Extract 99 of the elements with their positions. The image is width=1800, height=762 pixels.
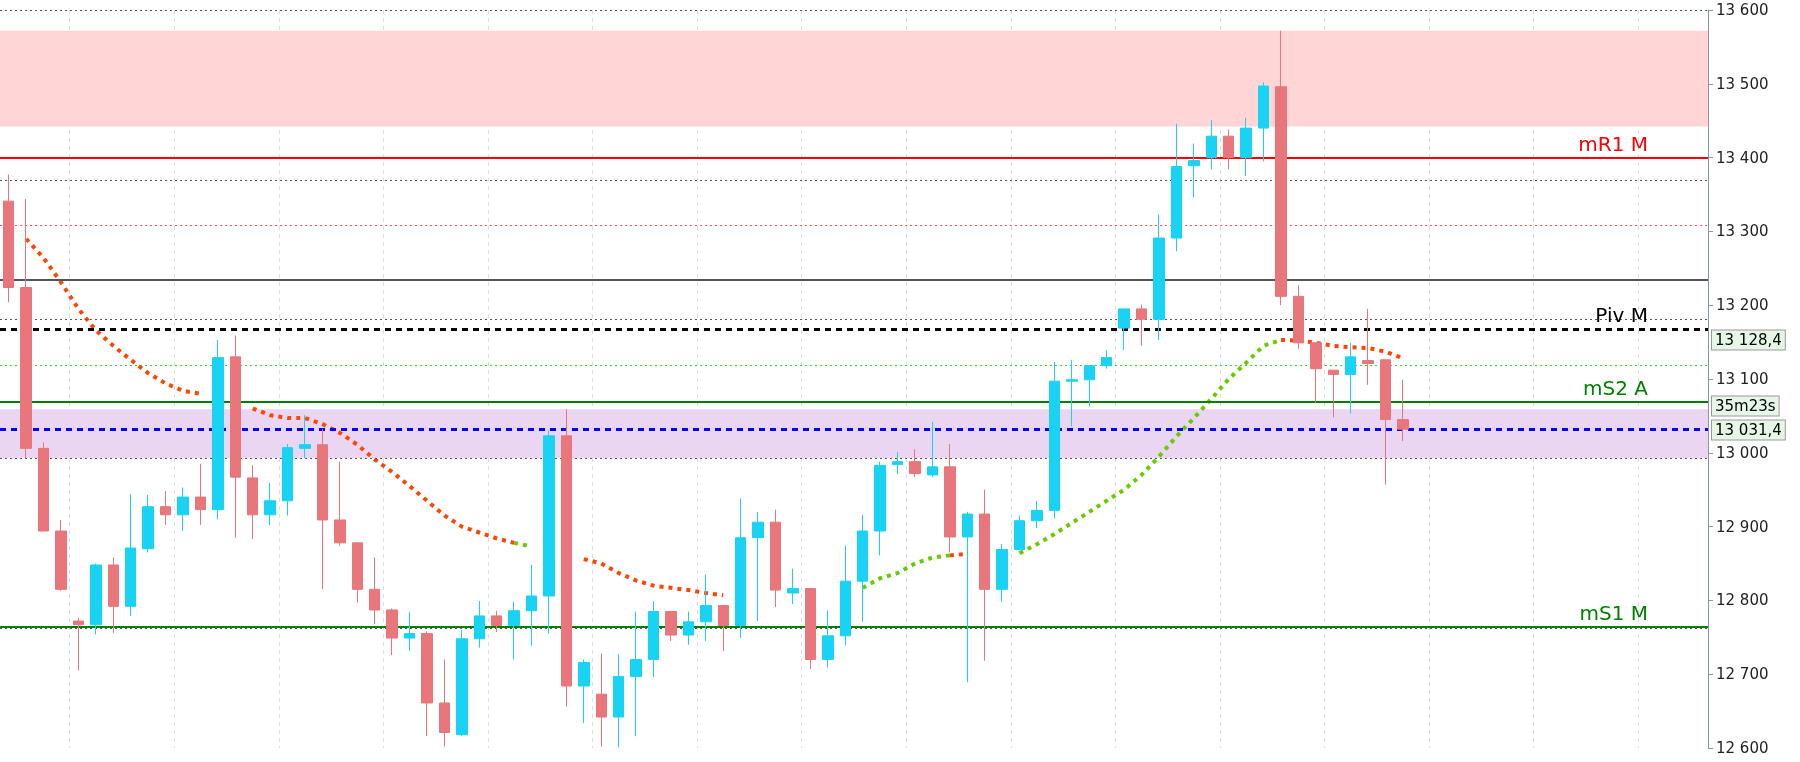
candlestick	[1240, 117, 1252, 177]
candlestick	[439, 658, 450, 748]
y-tick-label: 12 800	[1716, 591, 1769, 610]
candlestick	[1118, 308, 1130, 351]
candlestick	[561, 408, 572, 708]
candlestick	[1380, 359, 1391, 486]
candlestick	[735, 498, 746, 639]
candlestick	[369, 557, 380, 625]
y-tick-label: 12 900	[1716, 517, 1769, 536]
candlestick	[456, 629, 468, 737]
candlestick	[543, 430, 555, 635]
candlestick	[195, 463, 206, 526]
candlestick	[299, 414, 311, 459]
candlestick	[822, 610, 834, 669]
candlestick	[1171, 123, 1182, 252]
candlestick	[421, 630, 433, 737]
candlestick	[665, 610, 677, 642]
candlestick	[979, 489, 990, 662]
candlestick	[770, 509, 781, 608]
candlestick	[491, 610, 502, 633]
candlestick	[1049, 361, 1060, 519]
candlestick	[352, 542, 363, 604]
candlestick	[282, 443, 293, 517]
candlestick	[108, 557, 119, 634]
ref-line-label: mS1 M	[1579, 600, 1648, 625]
candlestick	[1310, 342, 1322, 404]
candlestick	[683, 610, 694, 646]
y-tick-label: 13 100	[1716, 370, 1769, 388]
candlestick	[648, 600, 659, 678]
candlestick	[1188, 143, 1200, 198]
candlestick	[1136, 303, 1147, 347]
candlestick	[927, 421, 938, 478]
y-tick-label: 13 000	[1716, 443, 1769, 462]
candlestick	[909, 448, 921, 478]
candlestick	[1345, 342, 1356, 415]
ref-line-label: Piv M	[1595, 302, 1648, 327]
text: 13 031,4	[1715, 421, 1782, 439]
y-tick-label: 13 500	[1716, 74, 1769, 93]
candlestick	[805, 588, 816, 670]
candlestick	[892, 451, 903, 475]
candlestick	[177, 486, 189, 532]
candlestick	[142, 494, 154, 553]
text: 13 128,4	[1715, 331, 1782, 349]
ref-line-label: mR1 M	[1578, 131, 1648, 156]
candlestick	[508, 601, 520, 660]
candlestick	[55, 519, 67, 592]
candlestick	[1101, 349, 1112, 370]
candlestick	[700, 574, 712, 642]
candlestick	[1362, 308, 1374, 386]
candlestick	[20, 198, 32, 459]
candlestick	[1397, 379, 1409, 442]
candlestick	[334, 461, 346, 547]
candlestick	[526, 564, 537, 646]
candlestick	[752, 511, 764, 622]
candlestick	[230, 334, 241, 539]
candlestick	[317, 428, 328, 590]
candlestick	[1328, 369, 1339, 418]
candlestick	[73, 617, 84, 672]
candlestick	[1275, 30, 1287, 306]
candlestick	[1258, 81, 1269, 162]
candlestick	[1293, 284, 1304, 350]
candlestick	[874, 461, 886, 556]
candlestick	[1066, 359, 1078, 427]
y-tick-label: 13 300	[1716, 222, 1769, 241]
candlestick	[264, 482, 276, 526]
candlestick	[578, 658, 590, 724]
y-tick-label: 12 600	[1716, 739, 1769, 757]
candlestick	[404, 611, 415, 652]
candlestick	[630, 610, 642, 737]
candlestick	[386, 608, 398, 656]
candlestick	[596, 653, 607, 748]
candlestick	[247, 464, 258, 540]
candlestick	[125, 493, 136, 617]
y-tick-label: 12 700	[1716, 665, 1769, 684]
candlestick	[90, 563, 102, 635]
y-tick-label: 13 200	[1716, 296, 1769, 315]
candlestick	[212, 339, 224, 520]
candlestick	[1084, 365, 1095, 407]
candlestick	[787, 568, 799, 605]
candlestick	[1223, 129, 1234, 170]
candlestick	[857, 514, 868, 623]
candlestick	[3, 174, 14, 303]
text: 35m23s	[1715, 397, 1776, 415]
candlestick	[38, 441, 49, 532]
candlestick	[718, 605, 729, 652]
y-tick-label: 13 400	[1716, 148, 1769, 167]
candlestick	[613, 653, 624, 748]
candlestick	[1014, 515, 1025, 550]
candlestick	[1206, 119, 1217, 170]
candlestick	[840, 545, 851, 646]
candlestick	[1153, 213, 1165, 341]
candlestick	[474, 600, 485, 649]
ref-line-label: mS2 A	[1583, 375, 1649, 400]
candlestick	[944, 443, 956, 553]
candlestick	[1031, 500, 1043, 529]
candlestick	[160, 490, 171, 526]
candlestick	[962, 511, 973, 683]
candlestick	[996, 543, 1008, 603]
y-tick-label: 13 600	[1716, 1, 1769, 19]
